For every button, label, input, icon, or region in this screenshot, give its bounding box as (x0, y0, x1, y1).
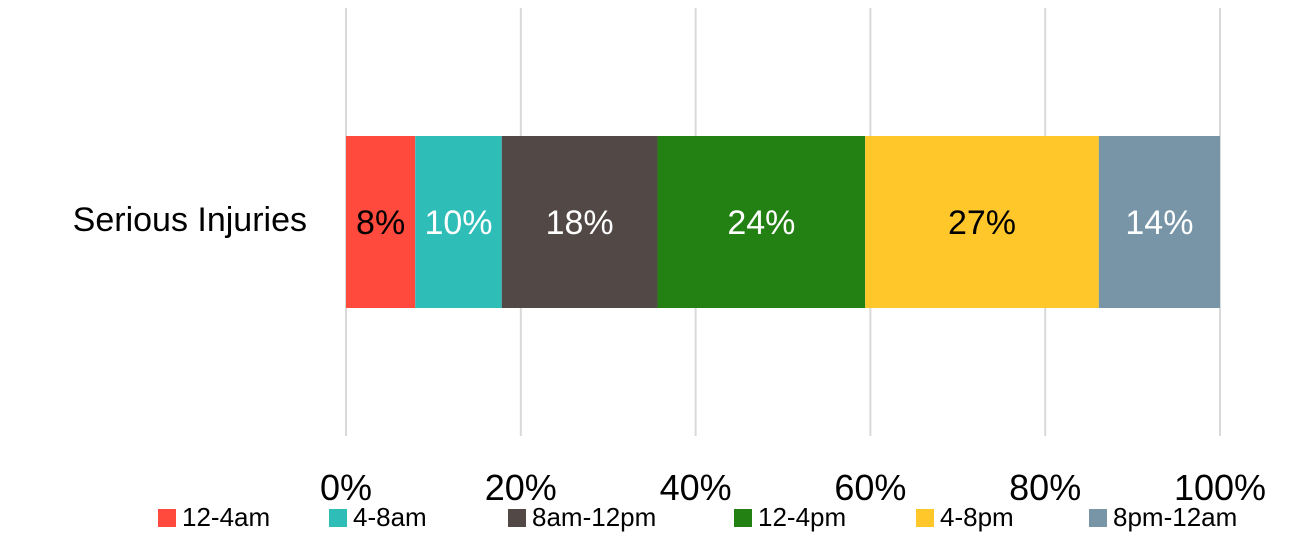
x-tick-label: 40% (660, 467, 732, 508)
legend-label: 12-4am (182, 502, 270, 532)
bar-segment-12-4pm (657, 136, 866, 308)
data-label-8am-12pm: 18% (546, 204, 614, 242)
category-label: Serious Injuries (73, 201, 307, 239)
data-label-4-8am: 10% (424, 204, 492, 242)
x-tick-label: 100% (1174, 467, 1266, 508)
legend-label: 8pm-12am (1113, 502, 1237, 532)
legend-label: 12-4pm (758, 502, 846, 532)
x-tick-label: 60% (834, 467, 906, 508)
legend-swatch (1089, 509, 1107, 527)
x-tick-label: 0% (320, 467, 372, 508)
legend-item-8am-12pm: 8am-12pm (508, 502, 656, 532)
x-tick-label: 80% (1009, 467, 1081, 508)
legend-label: 4-8pm (940, 502, 1014, 532)
bar-segments (346, 136, 1220, 308)
x-axis-tick-labels: 0% 20% 40% 60% 80% 100% (320, 467, 1266, 508)
legend-swatch (329, 509, 347, 527)
bar-segment-12-4am (346, 136, 416, 308)
legend-item-8pm-12am: 8pm-12am (1089, 502, 1237, 532)
legend-item-4-8am: 4-8am (329, 502, 427, 532)
legend: 12-4am 4-8am 8am-12pm 12-4pm 4-8pm 8pm-12am (158, 502, 1237, 532)
legend-item-4-8pm: 4-8pm (916, 502, 1014, 532)
legend-swatch (734, 509, 752, 527)
bar-segment-8pm-12am (1098, 136, 1220, 308)
bar-segment-4-8pm (865, 136, 1099, 308)
data-labels: 8% 10% 18% 24% 27% 14% (356, 204, 1193, 242)
x-tick-label: 20% (485, 467, 557, 508)
bar-segment-8am-12pm (501, 136, 658, 308)
bar-segment-4-8am (415, 136, 502, 308)
legend-swatch (916, 509, 934, 527)
legend-swatch (158, 509, 176, 527)
data-label-12-4pm: 24% (727, 204, 795, 242)
legend-item-12-4am: 12-4am (158, 502, 270, 532)
data-label-8pm-12am: 14% (1125, 204, 1193, 242)
data-label-4-8pm: 27% (948, 204, 1016, 242)
data-label-12-4am: 8% (356, 204, 405, 242)
legend-label: 4-8am (353, 502, 427, 532)
legend-label: 8am-12pm (532, 502, 656, 532)
category-axis: Serious Injuries (73, 201, 307, 239)
legend-swatch (508, 509, 526, 527)
legend-item-12-4pm: 12-4pm (734, 502, 846, 532)
